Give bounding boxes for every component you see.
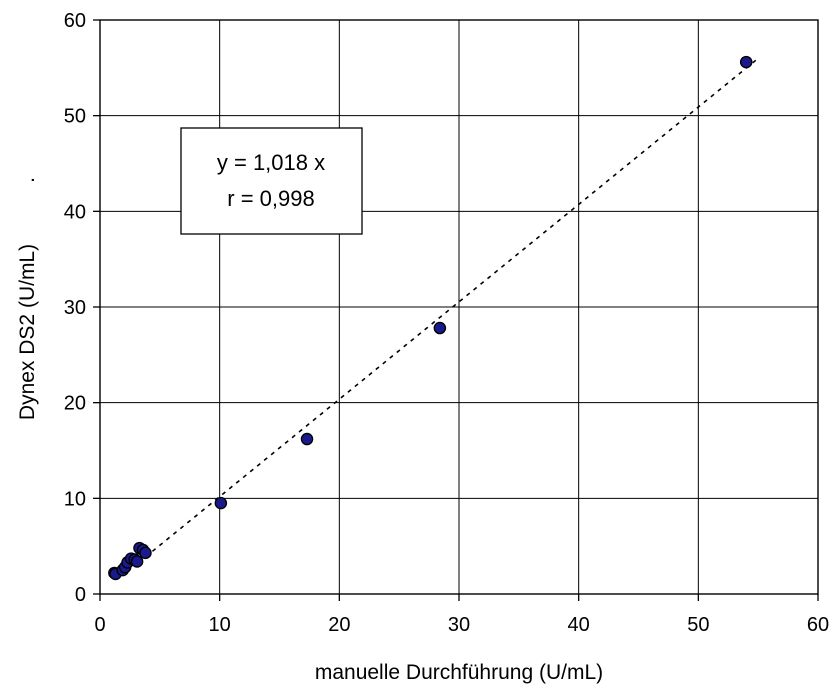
data-point [433, 321, 447, 335]
x-tick-label-30: 30 [448, 614, 470, 636]
y-tick-label-30: 30 [64, 297, 86, 319]
data-points [108, 55, 753, 581]
x-tick-label-10: 10 [209, 614, 231, 636]
y-tick-label-50: 50 [64, 106, 86, 128]
x-tick-label-40: 40 [568, 614, 590, 636]
x-tick-label-0: 0 [94, 614, 105, 636]
axis-ticks: 0 10 20 30 40 50 60 0 10 20 30 40 50 60 [64, 10, 829, 636]
y-tick-label-10: 10 [64, 488, 86, 510]
x-tick-label-20: 20 [328, 614, 350, 636]
y-tick-label-20: 20 [64, 393, 86, 415]
regression-annotation: y = 1,018 x r = 0,998 [180, 127, 363, 235]
data-point [739, 55, 753, 69]
data-point [139, 546, 152, 560]
y-tick-label-40: 40 [64, 201, 86, 223]
grid-lines [100, 20, 818, 594]
data-point [214, 496, 228, 510]
data-point [130, 555, 144, 568]
y-tick-label-60: 60 [64, 10, 86, 32]
x-axis-title: manuelle Durchführung (U/mL) [315, 661, 603, 684]
x-tick-label-60: 60 [807, 614, 829, 636]
annotation-correlation: r = 0,998 [227, 186, 314, 211]
data-point [300, 432, 314, 446]
x-tick-label-50: 50 [687, 614, 709, 636]
annotation-equation: y = 1,018 x [217, 150, 325, 175]
annotation-box [180, 127, 363, 235]
y-axis-title: Dynex DS2 (U/mL) [16, 244, 39, 420]
y-axis-title-suffix: . [16, 177, 39, 183]
y-tick-label-0: 0 [75, 584, 86, 606]
